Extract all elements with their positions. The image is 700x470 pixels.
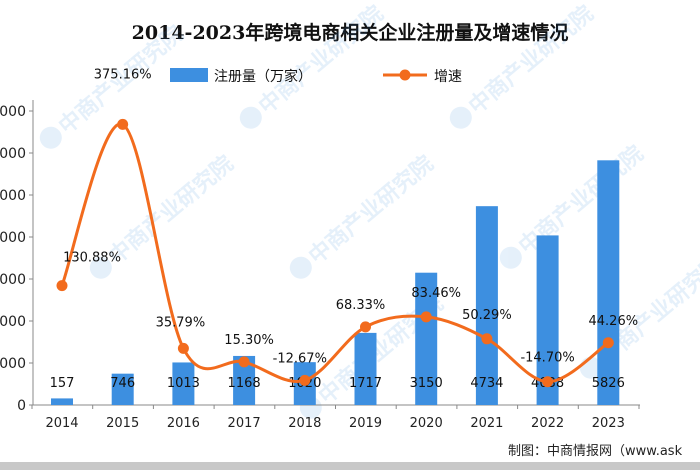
growth-data-label: 375.16% (94, 67, 152, 82)
legend-line-label: 增速 (434, 69, 462, 85)
bar (51, 398, 73, 405)
bar-data-label: 1013 (167, 376, 200, 391)
watermark-logo-icon (449, 106, 472, 129)
x-tick-label: 2018 (288, 416, 321, 431)
x-tick-label: 2023 (592, 416, 625, 431)
bar-data-label: 746 (110, 376, 135, 391)
growth-point (177, 342, 189, 354)
chart-title: 2014-2023年跨境电商相关企业注册量及增速情况 (131, 22, 569, 44)
watermark: 中商产业研究院 (289, 151, 439, 279)
bottom-border (0, 462, 700, 470)
growth-point (420, 311, 432, 323)
watermark-logo-icon (289, 256, 312, 279)
y-tick-label: 7000 (0, 104, 26, 120)
y-tick-label: 3000 (0, 272, 26, 288)
watermark: 中商产业研究院 (499, 141, 649, 269)
x-tick-label: 2016 (167, 416, 200, 431)
legend-bar-label: 注册量（万家） (214, 68, 312, 85)
bar (233, 355, 256, 405)
bar-data-label: 4734 (470, 376, 503, 391)
growth-point (56, 280, 68, 292)
bar-data-label: 5826 (592, 376, 625, 391)
watermark-text: 中商产业研究院 (104, 151, 239, 270)
watermark-logo-icon (499, 246, 522, 269)
bar (475, 206, 498, 405)
y-tick-label: 1000 (0, 356, 26, 372)
bar (597, 160, 620, 405)
watermark-logo-icon (39, 126, 62, 149)
watermark-logo-icon (89, 256, 112, 279)
x-tick-label: 2014 (45, 416, 78, 431)
watermark-text: 中商产业研究院 (514, 141, 649, 260)
bar-data-label: 3150 (410, 376, 443, 391)
growth-data-label: 130.88% (63, 251, 121, 266)
bar (354, 332, 377, 405)
x-tick-label: 2021 (470, 416, 503, 431)
y-tick-label: 5000 (0, 188, 26, 204)
watermark-text: 中商产业研究院 (464, 1, 599, 120)
x-tick-label: 2017 (228, 416, 261, 431)
x-tick-label: 2015 (106, 416, 139, 431)
x-tick-label: 2020 (410, 416, 443, 431)
bar (111, 373, 134, 405)
growth-point (602, 337, 614, 349)
bar-data-label: 157 (50, 376, 75, 391)
growth-point (542, 376, 554, 388)
growth-point (299, 374, 311, 386)
watermark: 中商产业研究院 (39, 21, 189, 149)
bar (172, 362, 195, 405)
y-tick-label: 0 (17, 398, 26, 414)
growth-point (360, 321, 371, 333)
y-tick-label: 2000 (0, 314, 26, 330)
growth-point (117, 118, 129, 130)
x-tick-label: 2022 (531, 416, 564, 431)
y-tick-label: 4000 (0, 230, 26, 246)
growth-data-label: 15.30% (224, 333, 274, 348)
watermark: 中商产业研究院 (449, 1, 599, 129)
growth-data-label: 50.29% (462, 308, 512, 323)
legend-bar-swatch (170, 68, 208, 82)
watermark-text: 中商产业研究院 (304, 151, 439, 270)
legend-line-marker (399, 69, 411, 81)
bar-data-label: 1168 (228, 376, 261, 391)
growth-data-label: -12.67% (273, 351, 327, 366)
growth-data-label: 83.46% (411, 286, 461, 301)
watermark-logo-icon (239, 106, 262, 129)
growth-data-label: 44.26% (589, 314, 639, 329)
growth-data-label: -14.70% (520, 351, 574, 366)
growth-data-label: 68.33% (336, 298, 386, 313)
bar (536, 235, 559, 405)
source-footer: 制图：中商情报网（www.ask (508, 444, 683, 459)
growth-point (481, 333, 493, 345)
bar-data-label: 1717 (349, 376, 382, 391)
y-tick-label: 6000 (0, 146, 26, 162)
x-tick-label: 2019 (349, 416, 382, 431)
bar (415, 272, 438, 405)
watermark-text: 中商产业研究院 (254, 1, 389, 120)
growth-data-label: 35.79% (156, 315, 206, 330)
growth-point (238, 356, 250, 368)
